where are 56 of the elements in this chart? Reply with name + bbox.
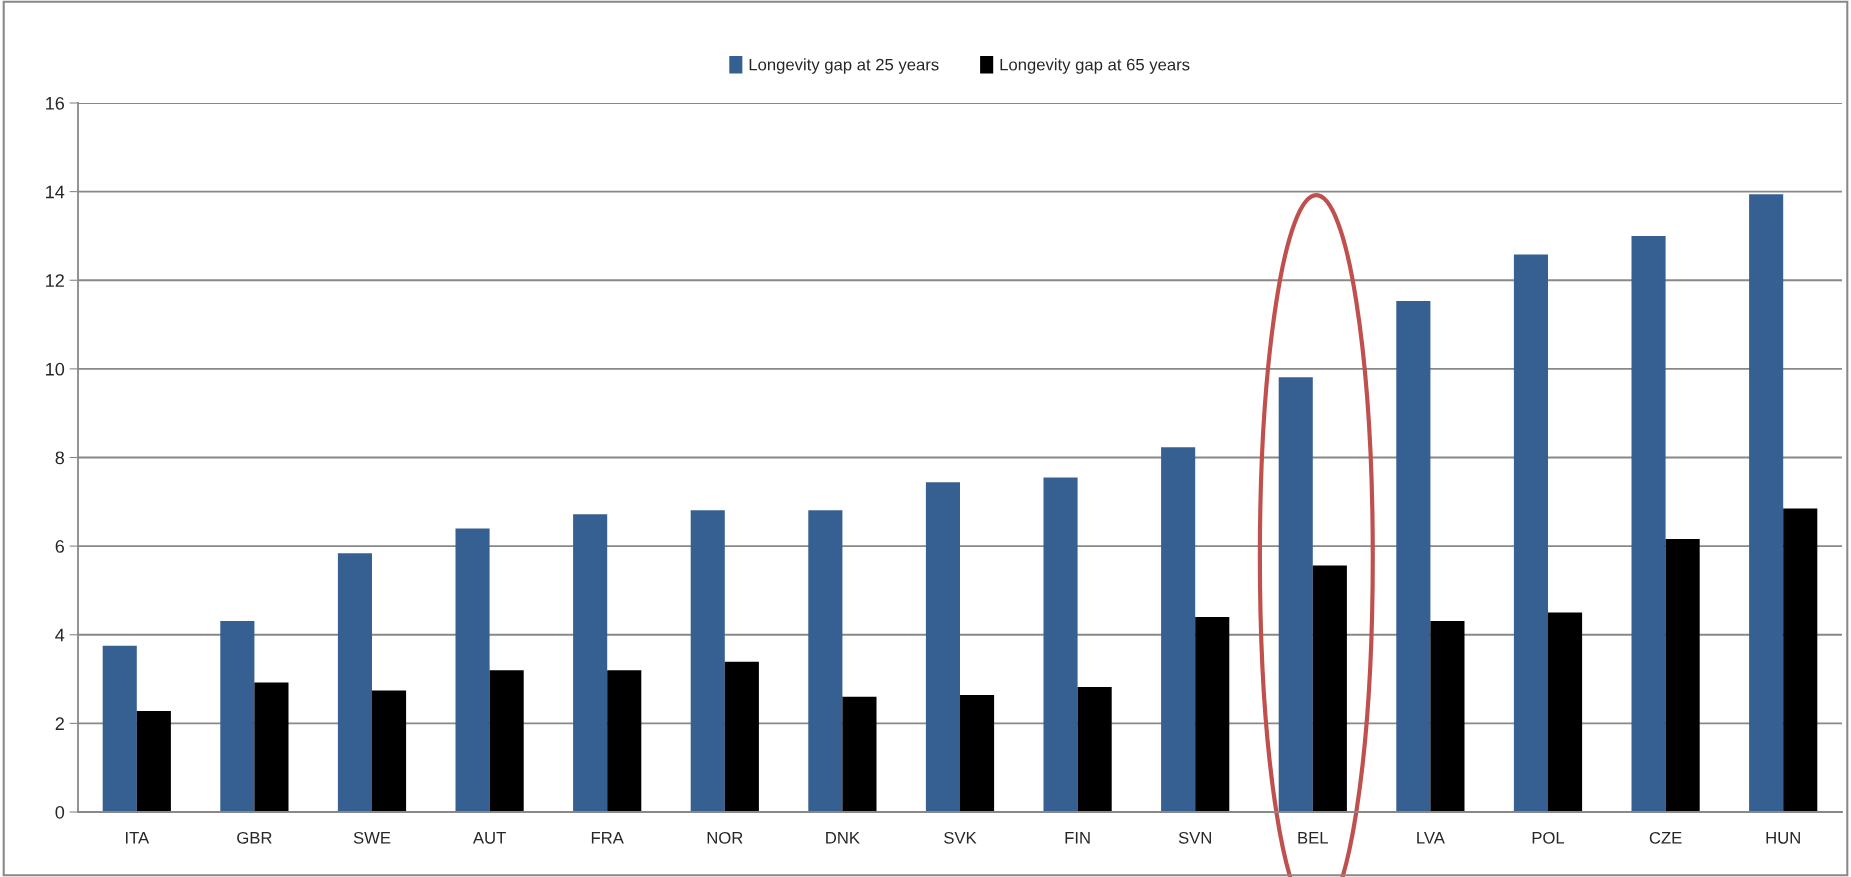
y-tick-label: 12 (46, 274, 64, 287)
bar (136, 710, 171, 812)
bar (724, 661, 759, 812)
x-tick-label: ITA (125, 832, 150, 844)
bar (254, 682, 289, 812)
bar (690, 510, 725, 812)
bar (372, 690, 407, 812)
bar (102, 645, 137, 812)
x-tick-label: CZE (1649, 831, 1682, 844)
bar (1396, 301, 1431, 812)
x-tick-label: DNK (826, 832, 860, 844)
bar (842, 696, 877, 812)
y-tick-label: 14 (46, 185, 65, 199)
x-tick-label: SWE (353, 831, 391, 844)
bar (925, 482, 960, 812)
y-tick-label: 16 (46, 96, 65, 110)
bar (1513, 254, 1548, 812)
x-tick-label: FIN (1065, 832, 1090, 844)
x-tick-label: GBR (237, 831, 272, 844)
x-tick-label: NOR (707, 831, 743, 844)
bar (1278, 377, 1313, 812)
bar (1161, 447, 1196, 812)
bar (455, 528, 490, 812)
y-tick-label: 4 (55, 628, 65, 642)
bar (1195, 617, 1230, 812)
bar (1312, 565, 1347, 812)
x-tick-label: SVN (1178, 831, 1211, 844)
bar (337, 553, 372, 812)
x-tick-label: FRA (591, 832, 624, 844)
bar (1043, 477, 1078, 812)
bar (220, 621, 255, 812)
bar (1665, 539, 1700, 812)
y-tick-label: 10 (46, 362, 65, 376)
bar (573, 514, 608, 812)
x-tick-label: AUT (472, 832, 506, 844)
y-tick-label: 2 (55, 717, 64, 730)
y-tick-label: 6 (55, 540, 65, 553)
x-tick-label: LVA (1417, 832, 1445, 844)
bar (1548, 612, 1583, 812)
x-tick-label: SVK (944, 831, 977, 844)
legend-label: Longevity gap at 25 years (749, 58, 939, 74)
bar (1631, 235, 1666, 812)
bar (1077, 687, 1112, 812)
bar (489, 670, 524, 812)
bar (607, 670, 642, 812)
y-tick-label: 8 (55, 451, 65, 465)
bar (808, 510, 843, 812)
x-tick-label: POL (1532, 831, 1565, 844)
bar (1430, 621, 1465, 812)
bar (1783, 508, 1818, 812)
legend-label: Longevity gap at 65 years (1000, 58, 1190, 74)
x-tick-label: BEL (1298, 832, 1328, 844)
bar (960, 695, 995, 812)
y-tick-label: 0 (55, 805, 65, 819)
bar (1749, 194, 1784, 812)
x-tick-label: HUN (1766, 832, 1800, 844)
